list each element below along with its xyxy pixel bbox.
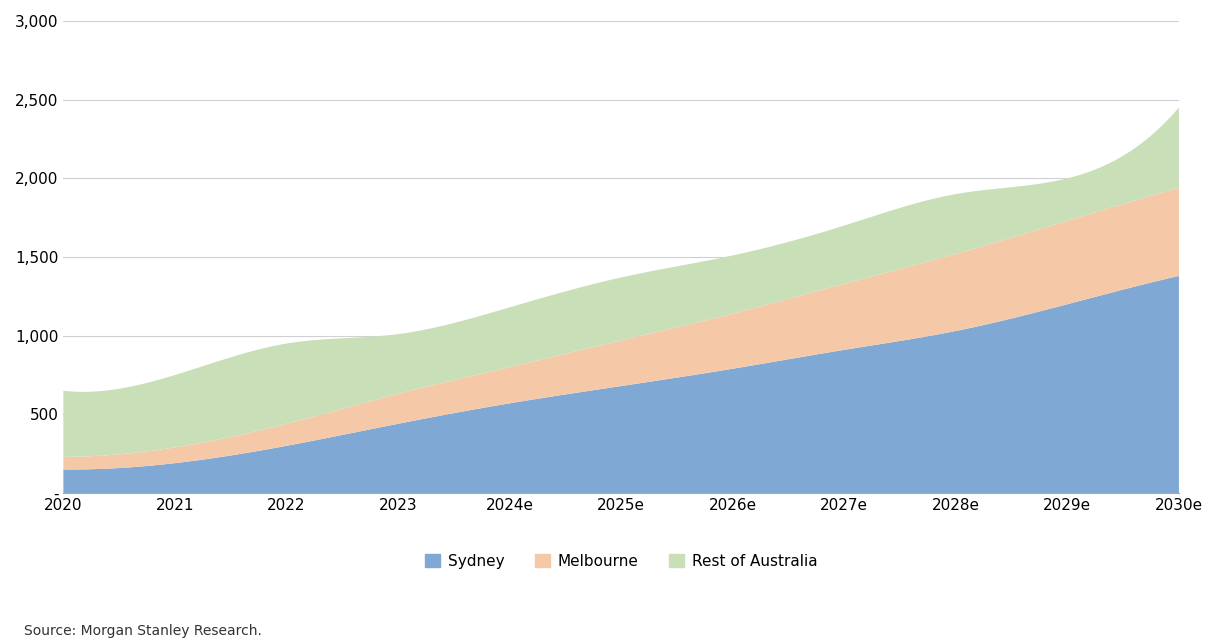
Text: Source: Morgan Stanley Research.: Source: Morgan Stanley Research. xyxy=(24,623,262,638)
Legend: Sydney, Melbourne, Rest of Australia: Sydney, Melbourne, Rest of Australia xyxy=(419,548,823,575)
